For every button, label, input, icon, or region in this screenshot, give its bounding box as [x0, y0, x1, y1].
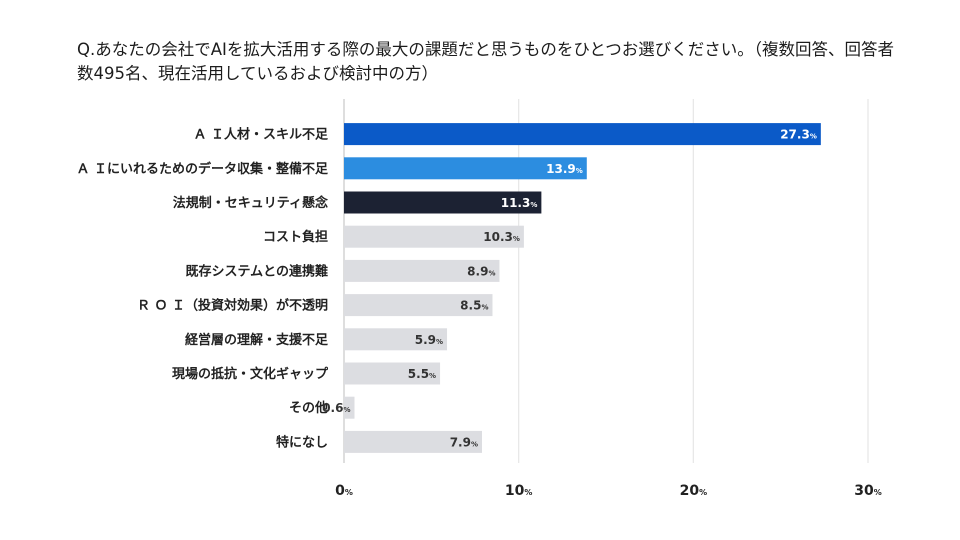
bar [344, 191, 542, 214]
x-tick-label: 0% [335, 483, 353, 499]
category-label: 現場の抵抗・文化ギャップ [172, 366, 329, 382]
category-label: Ｒ Ｏ Ｉ（投資対効果）が不透明 [137, 298, 328, 314]
value-label: 5.9% [415, 333, 443, 347]
category-label: 既存システムとの連携難 [186, 263, 328, 279]
category-label: その他 [289, 400, 328, 416]
category-label: コスト負担 [263, 229, 328, 245]
value-label: 5.5% [408, 367, 436, 381]
value-label: 8.5% [460, 299, 488, 313]
category-label: 法規制・セキュリティ懸念 [173, 195, 328, 211]
bar [344, 294, 493, 317]
bar [344, 225, 524, 248]
value-label: 27.3% [780, 128, 817, 142]
bar [344, 259, 500, 282]
value-label: 11.3% [501, 196, 538, 210]
category-label: Ａ Ｉ人材・スキル不足 [193, 127, 329, 143]
x-tick-label: 30% [854, 483, 882, 499]
category-label: 経営層の理解・支援不足 [185, 332, 329, 348]
bar [344, 396, 355, 419]
value-label: 8.9% [467, 264, 495, 278]
value-label: 7.9% [450, 435, 478, 449]
question-title: Q.あなたの会社でAIを拡大活用する際の最大の課題だと思うものをひとつお選びくだ… [77, 40, 894, 83]
value-label: 10.3% [483, 230, 520, 244]
x-tick-label: 10% [505, 483, 533, 499]
x-tick-label: 20% [680, 483, 708, 499]
category-label: 特になし [276, 434, 328, 450]
bar [344, 328, 448, 351]
bar [344, 362, 441, 385]
value-label: 0.6% [322, 401, 350, 415]
bar [344, 157, 587, 180]
bar [344, 123, 821, 146]
bar [344, 430, 482, 453]
category-label: Ａ Ｉにいれるためのデータ収集・整備不足 [76, 161, 329, 177]
value-label: 13.9% [546, 162, 583, 176]
